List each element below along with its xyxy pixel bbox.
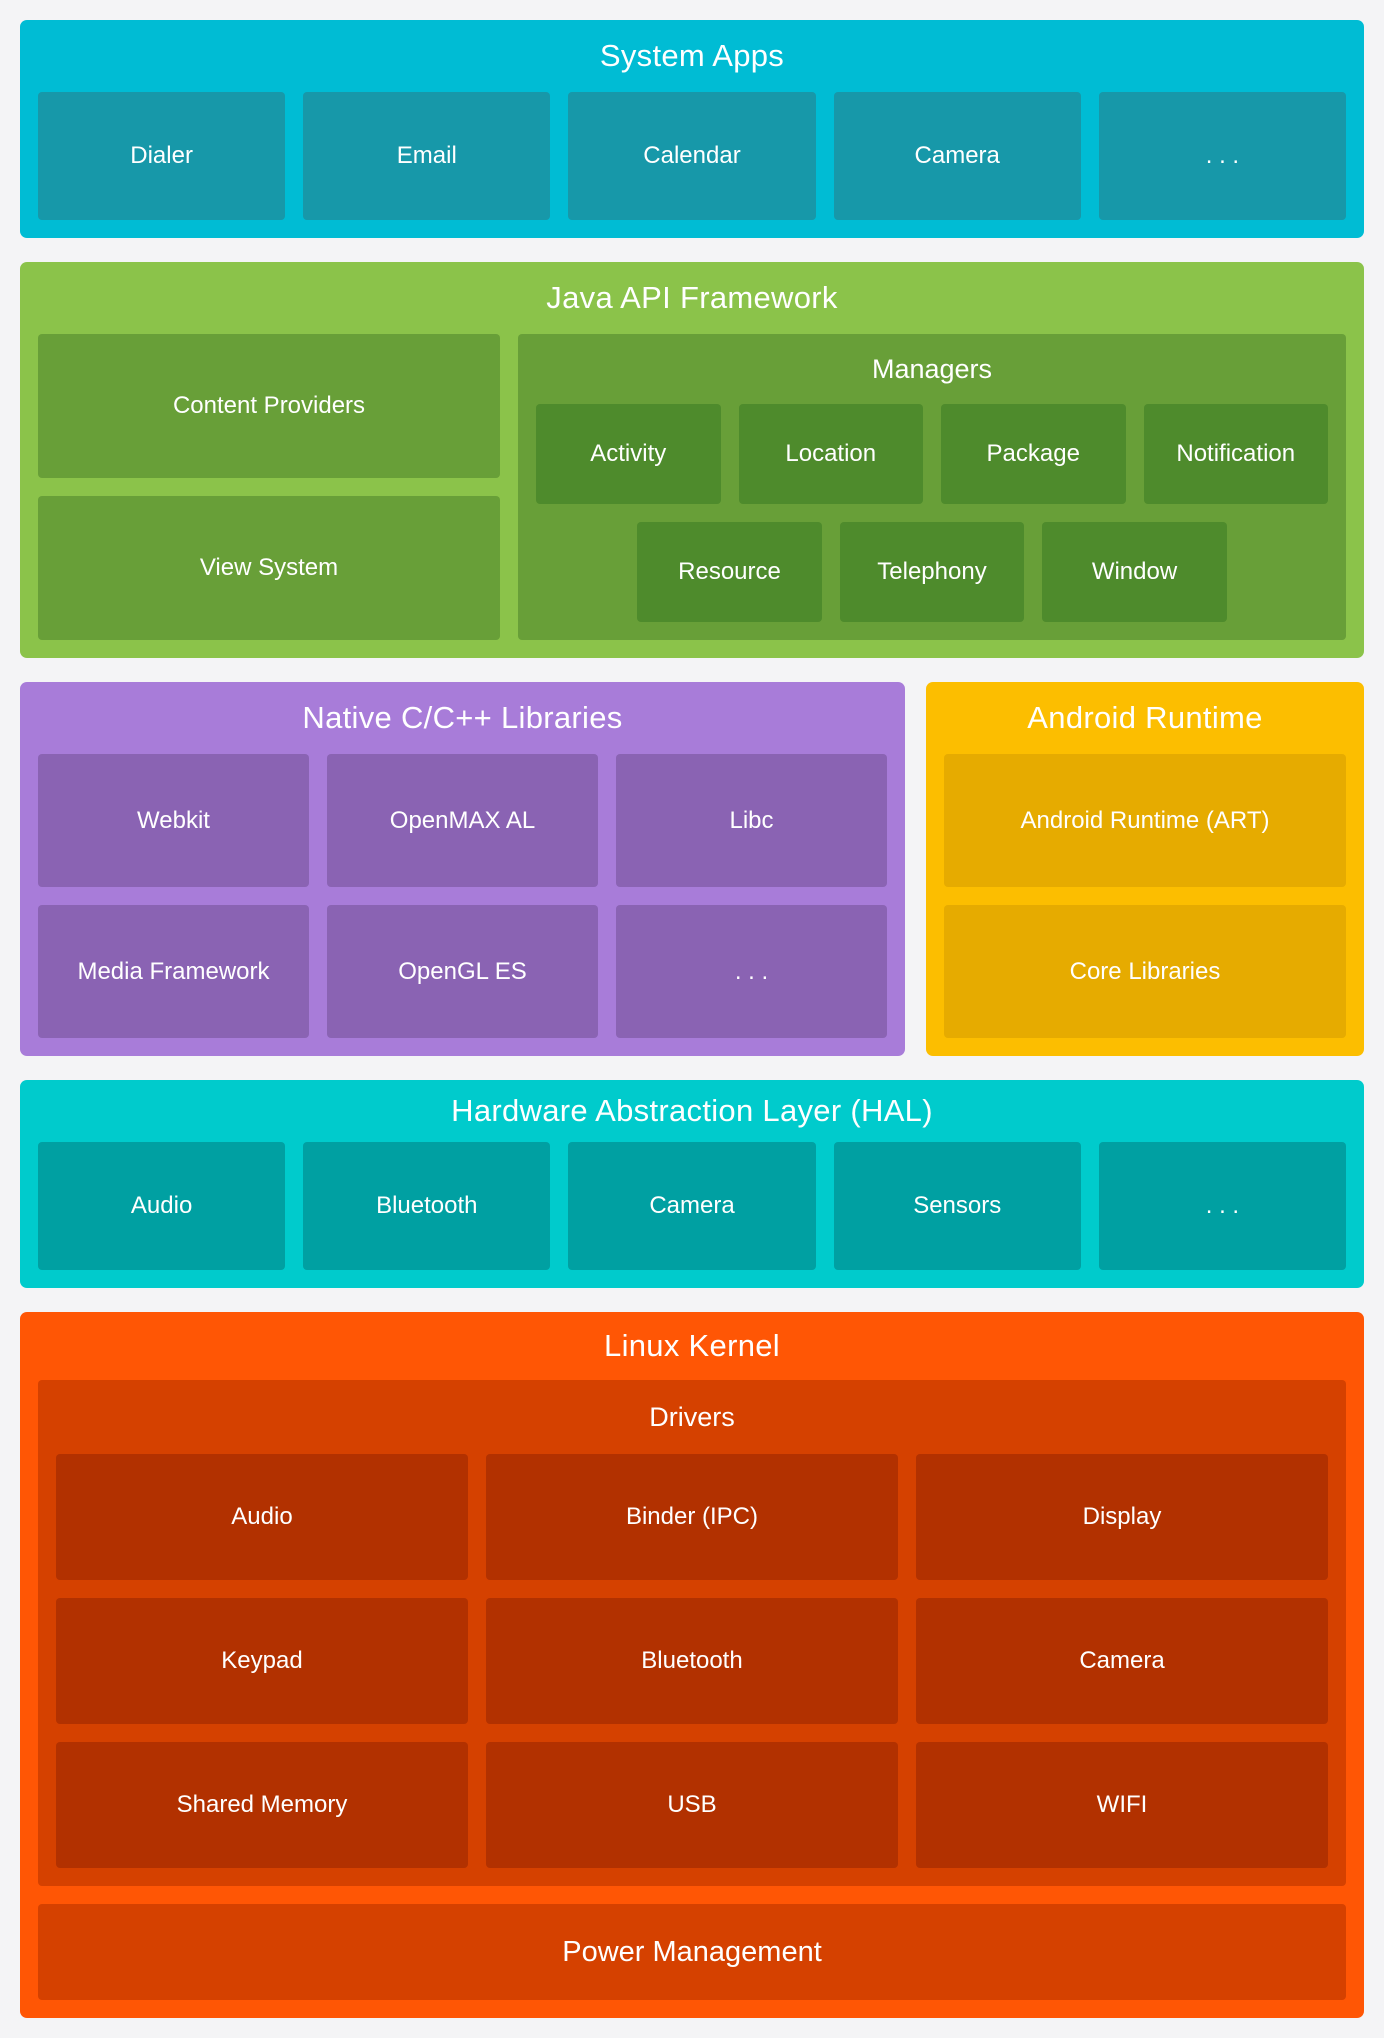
- box-driver-display: Display: [916, 1454, 1328, 1580]
- box-hal-sensors: Sensors: [833, 1142, 1081, 1270]
- box-libc: Libc: [616, 754, 887, 887]
- box-content-providers: Content Providers: [38, 334, 500, 478]
- box-hal-bluetooth: Bluetooth: [303, 1142, 551, 1270]
- native-libraries-grid: Webkit OpenMAX AL Libc Media Framework O…: [38, 754, 887, 1038]
- box-telephony-manager: Telephony: [839, 522, 1025, 622]
- linux-kernel-layer: Linux Kernel Drivers Audio Binder (IPC) …: [20, 1312, 1364, 2018]
- native-libraries-panel: Native C/C++ Libraries Webkit OpenMAX AL…: [20, 682, 905, 1056]
- box-openmax-al: OpenMAX AL: [327, 754, 598, 887]
- managers-title: Managers: [871, 353, 993, 384]
- box-driver-binder-ipc: Binder (IPC): [486, 1454, 898, 1580]
- managers-row-2: Resource Telephony Window: [536, 522, 1328, 622]
- box-more-apps: . . .: [1098, 92, 1347, 220]
- box-hal-audio: Audio: [38, 1142, 286, 1270]
- system-apps-title: System Apps: [599, 38, 785, 73]
- drivers-grid: Audio Binder (IPC) Display Keypad Blueto…: [56, 1454, 1328, 1868]
- box-package-manager: Package: [941, 404, 1126, 504]
- box-location-manager: Location: [738, 404, 923, 504]
- native-libraries-title: Native C/C++ Libraries: [302, 700, 623, 735]
- drivers-group: Drivers Audio Binder (IPC) Display Keypa…: [38, 1380, 1346, 1886]
- box-webkit: Webkit: [38, 754, 309, 887]
- box-email: Email: [303, 92, 551, 220]
- box-driver-shared-memory: Shared Memory: [56, 1742, 468, 1868]
- box-driver-keypad: Keypad: [56, 1598, 468, 1724]
- managers-row-1: Activity Location Package Notification: [536, 404, 1328, 504]
- libraries-runtime-row: Native C/C++ Libraries Webkit OpenMAX AL…: [20, 682, 1364, 1056]
- box-hal-more: . . .: [1098, 1142, 1347, 1270]
- linux-kernel-title: Linux Kernel: [604, 1328, 780, 1363]
- android-runtime-title: Android Runtime: [1027, 700, 1263, 735]
- system-apps-row: Dialer Email Calendar Camera . . .: [38, 92, 1347, 220]
- box-driver-audio: Audio: [56, 1454, 468, 1580]
- box-core-libraries: Core Libraries: [944, 905, 1346, 1038]
- drivers-title: Drivers: [649, 1401, 735, 1432]
- box-opengl-es: OpenGL ES: [327, 905, 598, 1038]
- android-runtime-panel: Android Runtime Android Runtime (ART) Co…: [926, 682, 1364, 1056]
- box-notification-manager: Notification: [1143, 404, 1328, 504]
- box-media-framework: Media Framework: [38, 905, 309, 1038]
- box-driver-wifi: WIFI: [916, 1742, 1328, 1868]
- box-calendar: Calendar: [568, 92, 816, 220]
- hal-title: Hardware Abstraction Layer (HAL): [451, 1093, 933, 1128]
- box-resource-manager: Resource: [637, 522, 822, 622]
- box-hal-camera: Camera: [568, 1142, 816, 1270]
- box-driver-usb: USB: [486, 1742, 898, 1868]
- hal-layer: Hardware Abstraction Layer (HAL) Audio B…: [20, 1080, 1364, 1288]
- box-dialer: Dialer: [38, 92, 286, 220]
- managers-group: Managers Activity Location Package Notif…: [518, 334, 1346, 640]
- box-camera-app: Camera: [833, 92, 1081, 220]
- box-android-runtime-art: Android Runtime (ART): [944, 754, 1346, 887]
- box-driver-camera: Camera: [916, 1598, 1328, 1724]
- java-api-framework-layer: Java API Framework Content Providers Vie…: [20, 262, 1364, 658]
- box-power-management: Power Management: [38, 1904, 1346, 2000]
- system-apps-layer: System Apps Dialer Email Calendar Camera…: [20, 20, 1364, 238]
- java-left-column: Content Providers View System: [38, 334, 500, 640]
- box-view-system: View System: [38, 496, 500, 640]
- hal-row: Audio Bluetooth Camera Sensors . . .: [38, 1142, 1347, 1270]
- box-more-libraries: . . .: [616, 905, 887, 1038]
- java-api-framework-title: Java API Framework: [546, 280, 838, 315]
- java-api-content: Content Providers View System Managers A…: [38, 334, 1346, 640]
- box-driver-bluetooth: Bluetooth: [486, 1598, 898, 1724]
- box-window-manager: Window: [1042, 522, 1227, 622]
- box-activity-manager: Activity: [536, 404, 721, 504]
- android-runtime-stack: Android Runtime (ART) Core Libraries: [944, 754, 1346, 1038]
